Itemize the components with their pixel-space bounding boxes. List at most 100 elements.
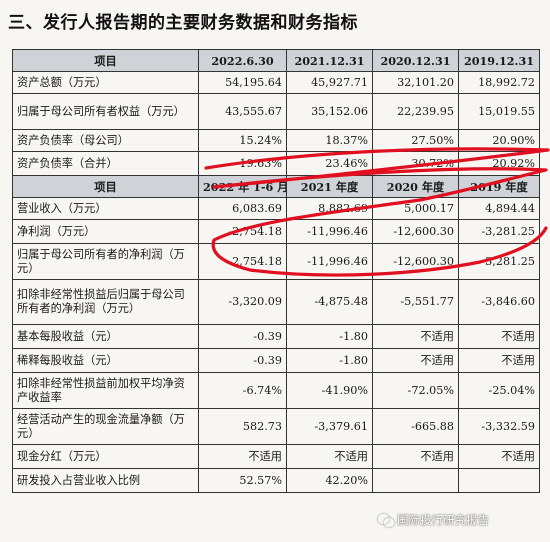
value-cell: 30.72% bbox=[372, 151, 459, 176]
value-cell: 43,555.67 bbox=[198, 93, 287, 130]
value-cell: 15,019.55 bbox=[458, 93, 540, 130]
value-cell: 27.50% bbox=[372, 129, 459, 152]
value-cell: -41.90% bbox=[286, 372, 373, 409]
value-cell: -6.74% bbox=[198, 372, 287, 409]
header-cell: 2020 年度 bbox=[372, 175, 459, 198]
value-cell: -3,281.25 bbox=[458, 243, 540, 280]
table-row: 营业收入（万元） 6,083.69 8,882.69 5,000.17 4,89… bbox=[12, 197, 540, 220]
header-cell: 2020.12.31 bbox=[372, 49, 459, 72]
table-row: 扣除非经常性损益后归属于母公司所有者的净利润（万元） -3,320.09 -4,… bbox=[12, 279, 540, 325]
table-row: 扣除非经常性损益前加权平均净资产收益率 -6.74% -41.90% -72.0… bbox=[12, 372, 540, 409]
row-label: 资产负债率（母公司） bbox=[12, 129, 199, 152]
value-cell: -3,379.61 bbox=[286, 408, 373, 445]
value-cell: -2,754.18 bbox=[198, 243, 287, 280]
value-cell: 不适用 bbox=[372, 348, 459, 373]
table-row: 稀释每股收益（元） -0.39 -1.80 不适用 不适用 bbox=[12, 348, 540, 373]
value-cell bbox=[372, 468, 459, 493]
row-label: 营业收入（万元） bbox=[12, 197, 199, 220]
value-cell: 32,101.20 bbox=[372, 71, 459, 94]
value-cell: -72.05% bbox=[372, 372, 459, 409]
table-row: 基本每股收益（元） -0.39 -1.80 不适用 不适用 bbox=[12, 324, 540, 349]
value-cell: -12,600.30 bbox=[372, 243, 459, 280]
value-cell: 不适用 bbox=[198, 444, 287, 469]
value-cell: -2,754.18 bbox=[198, 219, 287, 244]
value-cell: 42.20% bbox=[286, 468, 373, 493]
value-cell: 18.37% bbox=[286, 129, 373, 152]
value-cell: -3,846.60 bbox=[458, 279, 540, 325]
table-row: 研发投入占营业收入比例 52.57% 42.20% bbox=[12, 468, 540, 493]
financial-data-table: 项目 2022.6.30 2021.12.31 2020.12.31 2019.… bbox=[12, 49, 540, 493]
value-cell: 15.24% bbox=[198, 129, 287, 152]
value-cell: 不适用 bbox=[286, 444, 373, 469]
value-cell: 不适用 bbox=[372, 324, 459, 349]
value-cell: 6,083.69 bbox=[198, 197, 287, 220]
value-cell: -3,332.59 bbox=[458, 408, 540, 445]
value-cell: 不适用 bbox=[458, 324, 540, 349]
value-cell: 不适用 bbox=[458, 444, 540, 469]
value-cell: -25.04% bbox=[458, 372, 540, 409]
watermark-text: 国际投行研究报告 bbox=[397, 513, 489, 527]
value-cell: 8,882.69 bbox=[286, 197, 373, 220]
row-label: 稀释每股收益（元） bbox=[12, 348, 199, 373]
wechat-icon bbox=[378, 513, 394, 527]
header-cell: 2021 年度 bbox=[286, 175, 373, 198]
table-row: 现金分红（万元） 不适用 不适用 不适用 不适用 bbox=[12, 444, 540, 469]
row-label: 归属于母公司所有者的净利润（万元） bbox=[12, 243, 199, 280]
value-cell: 18,992.72 bbox=[458, 71, 540, 94]
row-label: 净利润（万元） bbox=[12, 219, 199, 244]
row-label: 资产负债率（合并） bbox=[12, 151, 199, 176]
row-label: 研发投入占营业收入比例 bbox=[12, 468, 199, 493]
value-cell: 23.46% bbox=[286, 151, 373, 176]
value-cell: 20.92% bbox=[458, 151, 540, 176]
header-cell: 2022.6.30 bbox=[198, 49, 287, 72]
value-cell: 19.63% bbox=[198, 151, 287, 176]
value-cell: -1.80 bbox=[286, 348, 373, 373]
table-row: 归属于母公司所有者权益（万元） 43,555.67 35,152.06 22,2… bbox=[12, 93, 540, 130]
row-label: 基本每股收益（元） bbox=[12, 324, 199, 349]
row-label: 扣除非经常性损益前加权平均净资产收益率 bbox=[12, 372, 199, 409]
row-label: 资产总额（万元） bbox=[12, 71, 199, 94]
value-cell: -11,996.46 bbox=[286, 219, 373, 244]
value-cell: 不适用 bbox=[458, 348, 540, 373]
value-cell: 35,152.06 bbox=[286, 93, 373, 130]
table-header-row: 项目 2022.6.30 2021.12.31 2020.12.31 2019.… bbox=[12, 49, 540, 72]
section-title: 三、发行人报告期的主要财务数据和财务指标 bbox=[8, 13, 358, 33]
value-cell: 4,894.44 bbox=[458, 197, 540, 220]
value-cell: -665.88 bbox=[372, 408, 459, 445]
value-cell: -11,996.46 bbox=[286, 243, 373, 280]
value-cell: 5,000.17 bbox=[372, 197, 459, 220]
row-label: 归属于母公司所有者权益（万元） bbox=[12, 93, 199, 130]
value-cell: 45,927.71 bbox=[286, 71, 373, 94]
value-cell bbox=[458, 468, 540, 493]
value-cell: 52.57% bbox=[198, 468, 287, 493]
value-cell: -1.80 bbox=[286, 324, 373, 349]
value-cell: 54,195.64 bbox=[198, 71, 287, 94]
value-cell: -5,551.77 bbox=[372, 279, 459, 325]
value-cell: -0.39 bbox=[198, 324, 287, 349]
table-row: 经营活动产生的现金流量净额（万元） 582.73 -3,379.61 -665.… bbox=[12, 408, 540, 445]
header-cell: 2019.12.31 bbox=[458, 49, 540, 72]
row-label: 现金分红（万元） bbox=[12, 444, 199, 469]
row-label: 扣除非经常性损益后归属于母公司所有者的净利润（万元） bbox=[12, 279, 199, 325]
value-cell: -12,600.30 bbox=[372, 219, 459, 244]
value-cell: -0.39 bbox=[198, 348, 287, 373]
value-cell: 20.90% bbox=[458, 129, 540, 152]
header-cell: 项目 bbox=[12, 49, 199, 72]
header-cell: 项目 bbox=[12, 175, 199, 198]
row-label: 经营活动产生的现金流量净额（万元） bbox=[12, 408, 199, 445]
table-row: 资产负债率（母公司） 15.24% 18.37% 27.50% 20.90% bbox=[12, 129, 540, 152]
table-row: 资产负债率（合并） 19.63% 23.46% 30.72% 20.92% bbox=[12, 151, 540, 176]
header-cell: 2021.12.31 bbox=[286, 49, 373, 72]
header-cell: 2022 年 1-6 月 bbox=[198, 175, 287, 198]
value-cell: 22,239.95 bbox=[372, 93, 459, 130]
value-cell: -3,320.09 bbox=[198, 279, 287, 325]
header-cell: 2019 年度 bbox=[458, 175, 540, 198]
table-row: 资产总额（万元） 54,195.64 45,927.71 32,101.20 1… bbox=[12, 71, 540, 94]
table-row: 归属于母公司所有者的净利润（万元） -2,754.18 -11,996.46 -… bbox=[12, 243, 540, 280]
value-cell: -3,281.25 bbox=[458, 219, 540, 244]
value-cell: 不适用 bbox=[372, 444, 459, 469]
table-header-row: 项目 2022 年 1-6 月 2021 年度 2020 年度 2019 年度 bbox=[12, 175, 540, 198]
table-row: 净利润（万元） -2,754.18 -11,996.46 -12,600.30 … bbox=[12, 219, 540, 244]
value-cell: 582.73 bbox=[198, 408, 287, 445]
value-cell: -4,875.48 bbox=[286, 279, 373, 325]
